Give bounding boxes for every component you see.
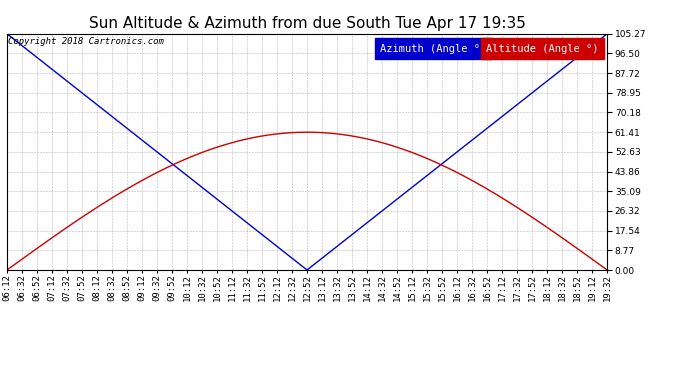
Text: Copyright 2018 Cartronics.com: Copyright 2018 Cartronics.com — [8, 37, 164, 46]
Legend: Azimuth (Angle °), Altitude (Angle °): Azimuth (Angle °), Altitude (Angle °) — [377, 39, 602, 57]
Title: Sun Altitude & Azimuth from due South Tue Apr 17 19:35: Sun Altitude & Azimuth from due South Tu… — [88, 16, 526, 31]
